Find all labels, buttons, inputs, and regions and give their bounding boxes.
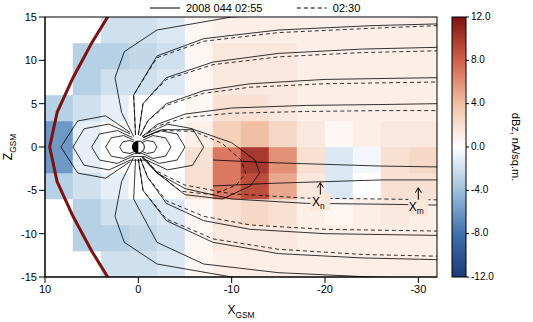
svg-text:Xm: Xm <box>409 200 424 217</box>
svg-text:dBz, nA/sq.m.: dBz, nA/sq.m. <box>510 113 522 181</box>
svg-text:-30: -30 <box>410 283 426 295</box>
svg-text:02:30: 02:30 <box>333 2 361 14</box>
svg-text:Xn: Xn <box>312 195 325 212</box>
svg-text:0.0: 0.0 <box>471 141 485 152</box>
svg-text:0: 0 <box>135 283 141 295</box>
svg-text:-20: -20 <box>317 283 333 295</box>
svg-text:ZGSM: ZGSM <box>1 134 18 160</box>
svg-text:-8.0: -8.0 <box>471 227 489 238</box>
svg-text:10: 10 <box>39 283 51 295</box>
svg-text:-15: -15 <box>21 271 37 283</box>
svg-text:15: 15 <box>25 11 37 23</box>
svg-text:2008 044 02:55: 2008 044 02:55 <box>186 2 262 14</box>
svg-text:5: 5 <box>31 98 37 110</box>
svg-text:0: 0 <box>31 141 37 153</box>
svg-text:-10: -10 <box>224 283 240 295</box>
svg-text:-4.0: -4.0 <box>471 184 489 195</box>
svg-text:8.0: 8.0 <box>471 54 485 65</box>
svg-text:XGSM: XGSM <box>227 303 254 320</box>
svg-text:-12.0: -12.0 <box>471 271 494 282</box>
svg-text:4.0: 4.0 <box>471 97 485 108</box>
svg-text:12.0: 12.0 <box>471 11 491 22</box>
svg-text:-5: -5 <box>27 184 37 196</box>
svg-text:10: 10 <box>25 54 37 66</box>
svg-text:-10: -10 <box>21 228 37 240</box>
